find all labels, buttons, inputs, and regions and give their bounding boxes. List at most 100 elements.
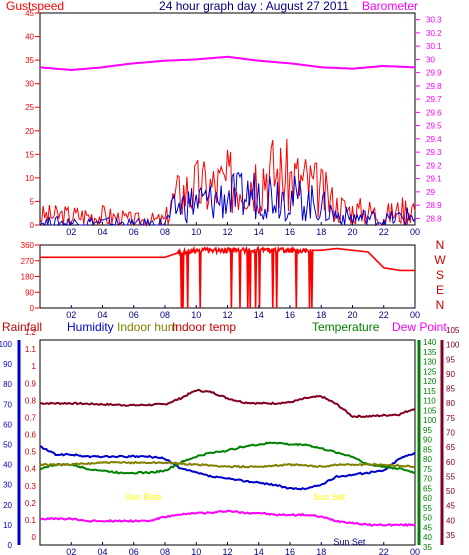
barometer-tick-label: 29.8 [426, 82, 442, 91]
temperature-tick-label: 40 [423, 533, 432, 542]
x-tick-label: 18 [316, 227, 326, 237]
direction-tick-label: 270 [21, 257, 35, 266]
barometer-axis-title: Barometer [362, 0, 418, 13]
sunset-annotation: Sun Set [313, 492, 346, 502]
dew-point-tick-label: 80 [446, 399, 455, 408]
x-tick-label: 08 [160, 227, 170, 237]
rainfall-tick-label: 0.7 [25, 413, 37, 422]
rainfall-tick-label: 1.1 [25, 345, 37, 354]
rainfall-tick-label: 0.6 [25, 431, 37, 440]
gustspeed-axis-title: Gustspeed [6, 0, 64, 13]
humidity-tick-label: 10 [3, 521, 12, 530]
direction-tick-label: 90 [25, 288, 34, 297]
x-tick-label: 20 [347, 227, 357, 237]
x-tick-label: 22 [379, 310, 389, 320]
series-line-dew-point [39, 509, 416, 527]
rainfall-tick-label: 0.9 [25, 379, 37, 388]
series-line-humidity [39, 445, 416, 491]
barometer-tick-label: 29.9 [426, 69, 442, 78]
gustspeed-tick-label: 25 [25, 103, 34, 112]
x-tick-label: 18 [316, 310, 326, 320]
x-tick-label: 10 [191, 547, 201, 555]
temperature-tick-label: 95 [423, 426, 432, 435]
barometer-tick-label: 29.2 [426, 161, 442, 170]
rainfall-tick-label: 0.5 [25, 448, 37, 457]
barometer-tick-label: 30.2 [426, 29, 442, 38]
direction-letter: W [434, 253, 446, 267]
x-tick-label: 12 [222, 547, 232, 555]
temperature-tick-label: 65 [423, 484, 432, 493]
x-tick-label: 20 [347, 310, 357, 320]
barometer-tick-label: 29.1 [426, 175, 442, 184]
temperature-tick-label: 70 [423, 475, 432, 484]
graph-title: 24 hour graph day : August 27 2011 [159, 0, 349, 13]
x-tick-label: 08 [160, 547, 170, 555]
barometer-tick-label: 28.9 [426, 201, 442, 210]
series-line-indoor-hum [39, 460, 416, 469]
rainfall-axis-title: Rainfall [2, 320, 42, 334]
gustspeed-tick-label: 0 [30, 221, 35, 230]
temperature-axis-title: Temperature [312, 320, 380, 334]
dew-point-tick-label: 85 [446, 385, 455, 394]
dew-point-tick-label: 45 [446, 502, 455, 511]
x-tick-label: 16 [285, 227, 295, 237]
temperature-tick-label: 50 [423, 514, 432, 523]
dew-point-tick-label: 40 [446, 516, 455, 525]
gustspeed-tick-label: 5 [30, 197, 35, 206]
humidity-axis-title: Humidity [67, 320, 114, 334]
gustspeed-tick-label: 40 [25, 33, 34, 42]
dew-point-tick-label: 100 [446, 341, 460, 350]
x-tick-label: 04 [97, 547, 107, 555]
x-tick-label: 10 [191, 227, 201, 237]
dew-point-axis-title: Dew Point [392, 320, 447, 334]
gustspeed-tick-label: 20 [25, 127, 34, 136]
series-line-indoor-temp [39, 389, 416, 419]
rainfall-tick-label: 0.8 [25, 396, 37, 405]
direction-tick-label: 180 [21, 273, 35, 282]
humidity-tick-label: 70 [3, 400, 12, 409]
barometer-tick-label: 29.5 [426, 122, 442, 131]
panel-frame-3 [39, 339, 416, 546]
barometer-tick-label: 29.7 [426, 95, 442, 104]
x-tick-label: 18 [316, 547, 326, 555]
x-tick-label: 04 [97, 227, 107, 237]
x-tick-label: 14 [254, 547, 264, 555]
dew-point-tick-label: 75 [446, 414, 455, 423]
barometer-tick-label: 30 [426, 55, 435, 64]
temperature-tick-label: 45 [423, 523, 432, 532]
sunset-axis-label: Sun Set [333, 537, 366, 547]
x-tick-label: 06 [129, 310, 139, 320]
temperature-tick-label: 35 [423, 543, 432, 552]
sunrise-annotation: Sun Rise [125, 492, 162, 502]
temperature-tick-label: 105 [423, 406, 437, 415]
rainfall-tick-label: 0 [32, 533, 37, 542]
barometer-tick-label: 29.6 [426, 108, 442, 117]
dew-point-tick-label: 35 [446, 531, 455, 540]
humidity-tick-label: 30 [3, 481, 12, 490]
x-tick-label: 02 [66, 227, 76, 237]
barometer-tick-label: 30.3 [426, 16, 442, 25]
dew-point-tick-label: 95 [446, 355, 455, 364]
x-tick-label: 14 [254, 227, 264, 237]
gustspeed-tick-label: 30 [25, 80, 34, 89]
x-tick-label: 22 [379, 227, 389, 237]
x-tick-label: 00 [410, 547, 420, 555]
series-line-barometer [39, 55, 416, 72]
temperature-tick-label: 85 [423, 445, 432, 454]
barometer-tick-label: 30.1 [426, 42, 442, 51]
humidity-tick-label: 100 [0, 340, 13, 349]
rainfall-tick-label: 0.4 [25, 465, 37, 474]
direction-letter: N [436, 298, 445, 312]
direction-tick-label: 0 [30, 304, 35, 313]
x-tick-label: 22 [379, 547, 389, 555]
x-tick-label: 06 [129, 227, 139, 237]
temperature-tick-label: 140 [423, 338, 437, 347]
temperature-tick-label: 55 [423, 504, 432, 513]
direction-letter: N [436, 238, 445, 252]
barometer-tick-label: 29.3 [426, 148, 442, 157]
rainfall-tick-label: 1.2 [25, 328, 37, 337]
barometer-tick-label: 28.8 [426, 214, 442, 223]
rainfall-tick-label: 0.2 [25, 499, 37, 508]
